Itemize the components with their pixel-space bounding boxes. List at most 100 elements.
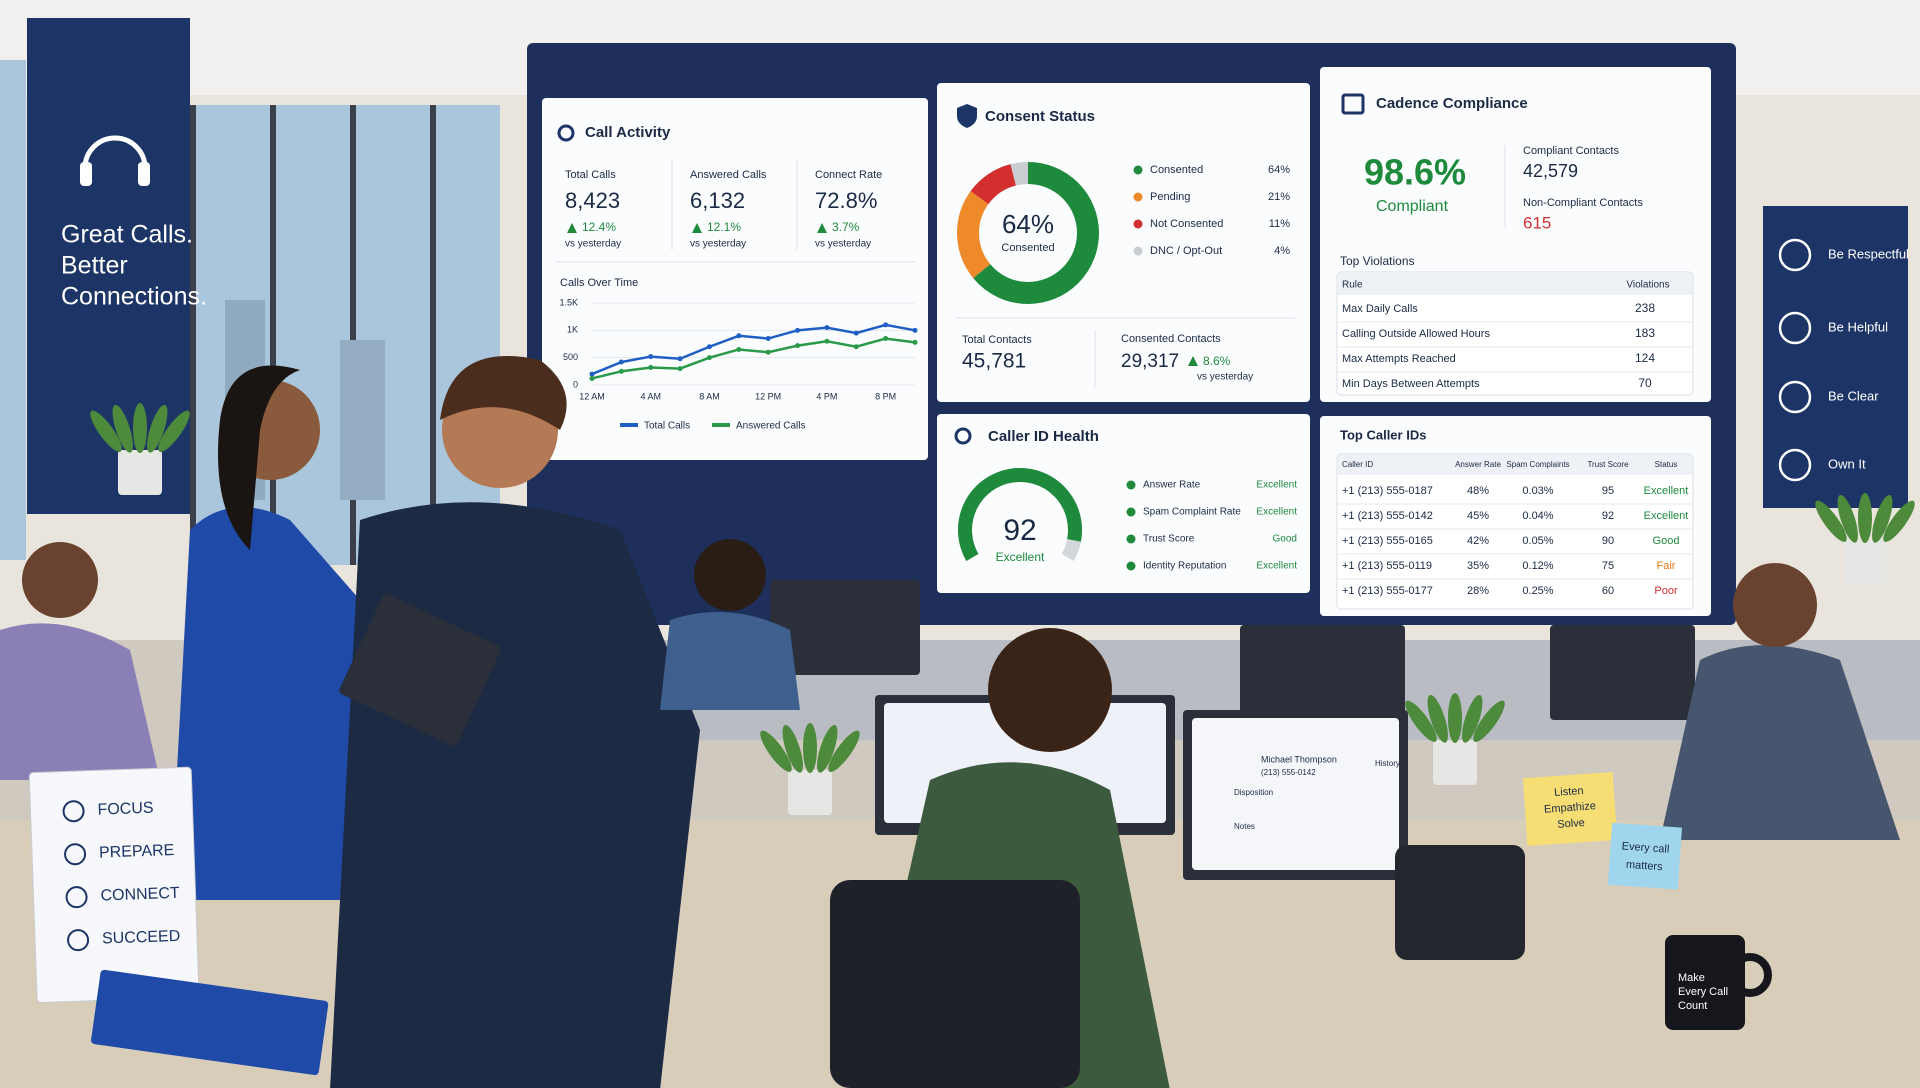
- sticky-note: Every call matters: [1607, 822, 1683, 890]
- table-cell: Max Attempts Reached: [1342, 353, 1456, 365]
- mug: [1665, 935, 1745, 1030]
- line-point: [883, 336, 889, 342]
- window-left: [0, 60, 26, 560]
- stat-value: 615: [1523, 213, 1551, 232]
- value-text: Be Respectful: [1828, 246, 1909, 261]
- person-agent: [1660, 645, 1900, 840]
- desk-sign: FOCUS PREPARE CONNECT SUCCEED: [28, 766, 200, 1003]
- table-header-cell: Spam Complaints: [1506, 460, 1569, 469]
- desk-sign-text: CONNECT: [100, 885, 180, 905]
- plant-leaf: [158, 410, 190, 452]
- line-point: [706, 355, 712, 361]
- panel-title: Caller ID Health: [988, 428, 1099, 445]
- monitor: [770, 580, 920, 675]
- item-status: Good: [1273, 534, 1297, 545]
- plant-pot: [118, 450, 162, 495]
- panel-title: Call Activity: [585, 124, 671, 141]
- table-cell: 0.04%: [1522, 510, 1553, 522]
- desk-phone: [1395, 845, 1525, 960]
- legend-label: Answered Calls: [736, 421, 805, 432]
- x-tick-label: 4 AM: [640, 391, 661, 401]
- line-point: [648, 365, 654, 371]
- stat-note: vs yesterday: [690, 239, 746, 250]
- label: Answered Calls: [690, 169, 767, 181]
- sticky-text: Solve: [1557, 817, 1585, 831]
- line-point: [648, 354, 654, 360]
- table-cell: +1 (213) 555-0187: [1342, 485, 1433, 497]
- compliance-label: Compliant: [1376, 198, 1449, 215]
- table-header: [1338, 455, 1692, 475]
- value-text: Be Clear: [1828, 388, 1879, 403]
- y-tick-label: 1K: [567, 325, 578, 335]
- line-point: [853, 330, 859, 336]
- item-label: Answer Rate: [1143, 480, 1201, 491]
- line-point: [824, 325, 830, 331]
- table-cell: 90: [1602, 535, 1614, 547]
- line-point: [912, 339, 918, 345]
- plant-leaf: [1405, 700, 1437, 742]
- line-point: [795, 327, 801, 333]
- table-header-cell: Rule: [1342, 280, 1363, 291]
- donut-center-label: Consented: [1001, 242, 1054, 254]
- table-cell: Calling Outside Allowed Hours: [1342, 328, 1490, 340]
- panel-title: Consent Status: [985, 108, 1095, 125]
- plant-leaf: [90, 410, 122, 452]
- value-icon: [1778, 448, 1812, 482]
- table-cell: Min Days Between Attempts: [1342, 378, 1480, 390]
- agent-screen: [1192, 718, 1399, 870]
- phone-icon: [557, 124, 575, 142]
- headset-ear: [80, 162, 92, 186]
- window-mullion: [350, 105, 356, 565]
- sticky-paper: [1607, 822, 1683, 890]
- table-cell: 28%: [1467, 585, 1489, 597]
- stat-change: 12.1%: [707, 220, 741, 234]
- gauge-label: Excellent: [996, 550, 1045, 564]
- monitor: [1550, 625, 1695, 720]
- table-cell: 42%: [1467, 535, 1489, 547]
- plant-pot: [1843, 540, 1887, 585]
- legend-value: 21%: [1268, 191, 1290, 203]
- legend-value: 11%: [1269, 218, 1290, 230]
- table-cell: Fair: [1657, 560, 1676, 572]
- line-point: [589, 375, 595, 381]
- person-head: [988, 628, 1112, 752]
- table-cell: Poor: [1654, 585, 1678, 597]
- item-dot: [1126, 561, 1136, 571]
- line-point: [824, 338, 830, 344]
- plant-leaf: [760, 730, 792, 772]
- panel-title: Cadence Compliance: [1376, 95, 1528, 112]
- table-cell: Excellent: [1644, 485, 1689, 497]
- table-header-cell: Trust Score: [1587, 460, 1629, 469]
- mug-handle: [1728, 953, 1772, 997]
- line-point: [795, 343, 801, 349]
- plant-leaf: [803, 723, 817, 773]
- x-tick-label: 4 PM: [816, 391, 837, 401]
- gauge-score: 92: [1003, 514, 1036, 547]
- label: Total Contacts: [962, 334, 1032, 346]
- line-point: [706, 344, 712, 350]
- up-arrow: [567, 223, 577, 233]
- table-cell: 0.25%: [1522, 585, 1553, 597]
- banner-text: Great Calls.: [61, 221, 193, 249]
- line-point: [883, 322, 889, 328]
- legend-label: Pending: [1150, 191, 1190, 203]
- table-cell: 75: [1602, 560, 1614, 572]
- legend-dot: [1133, 219, 1143, 229]
- mug-text: Make: [1678, 972, 1705, 984]
- sticky-text: Empathize: [1544, 800, 1597, 816]
- tablet: [339, 593, 501, 747]
- table-cell: 0.12%: [1522, 560, 1553, 572]
- notebook: [91, 969, 329, 1076]
- table: [1336, 271, 1694, 396]
- plant-leaf: [1872, 494, 1893, 543]
- legend-value: 4%: [1274, 245, 1290, 257]
- line-point: [736, 333, 742, 339]
- screen-text: Michael Thompson: [1261, 754, 1337, 764]
- table-header-cell: Answer Rate: [1455, 460, 1501, 469]
- item-status: Excellent: [1256, 561, 1297, 572]
- gauge-value: [958, 468, 1082, 561]
- plant-leaf: [1883, 500, 1915, 542]
- table-cell: 35%: [1467, 560, 1489, 572]
- panel-title: Top Caller IDs: [1340, 427, 1426, 442]
